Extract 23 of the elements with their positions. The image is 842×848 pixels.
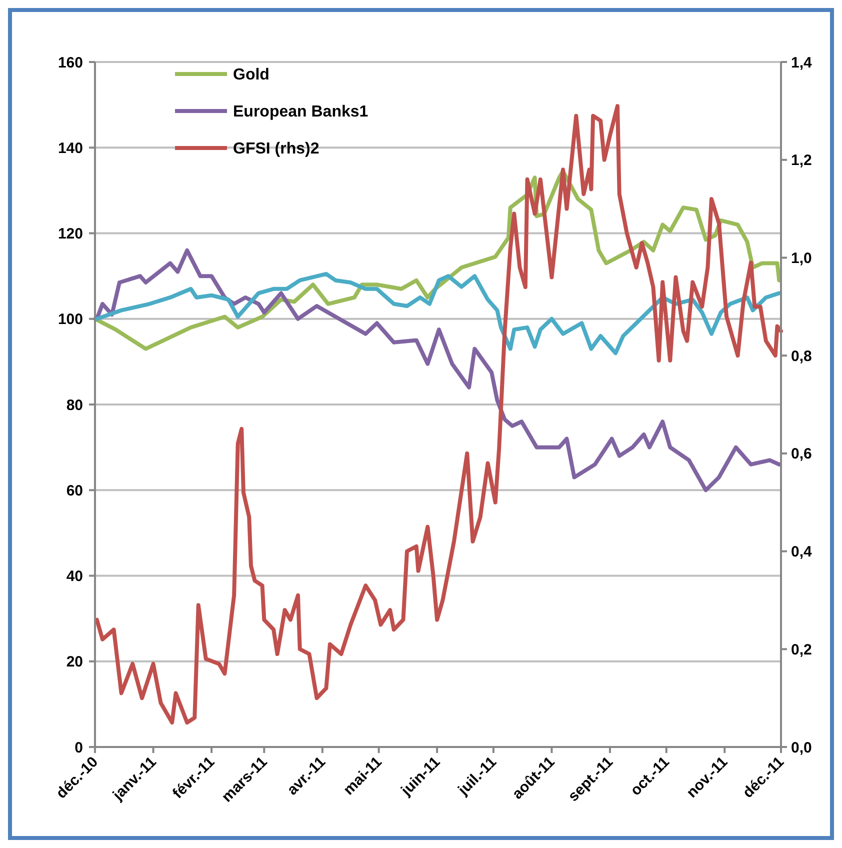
y2-tick-label: 1,0: [791, 250, 812, 267]
y-tick-label: 20: [66, 654, 83, 671]
y2-tick-label: 0,0: [791, 739, 812, 756]
line-series: [94, 272, 782, 356]
y2-tick-label: 1,2: [791, 152, 812, 170]
y-tick-label: 100: [58, 311, 83, 328]
y2-tick-label: 0,4: [791, 544, 813, 561]
line-series: [94, 248, 782, 492]
y-tick-label: 40: [66, 568, 83, 585]
y-tick-label: 0: [74, 739, 83, 756]
y2-tick-label: 0,6: [791, 446, 812, 463]
y2-tick-label: 0,2: [791, 641, 812, 658]
y-tick-label: 120: [58, 226, 83, 242]
y2-tick-label: 1,4: [791, 54, 813, 72]
y-tick-label: 140: [58, 140, 83, 157]
legend-label: Gold: [233, 66, 270, 84]
y-tick-label: 160: [58, 54, 83, 72]
y2-tick-label: 0,8: [791, 348, 812, 365]
y-tick-label: 60: [66, 482, 83, 500]
legend-label: European Banks1: [233, 104, 368, 121]
line-series: [94, 104, 783, 725]
y-tick-label: 80: [66, 396, 83, 414]
legend-label: GFSI (rhs)2: [233, 140, 320, 158]
